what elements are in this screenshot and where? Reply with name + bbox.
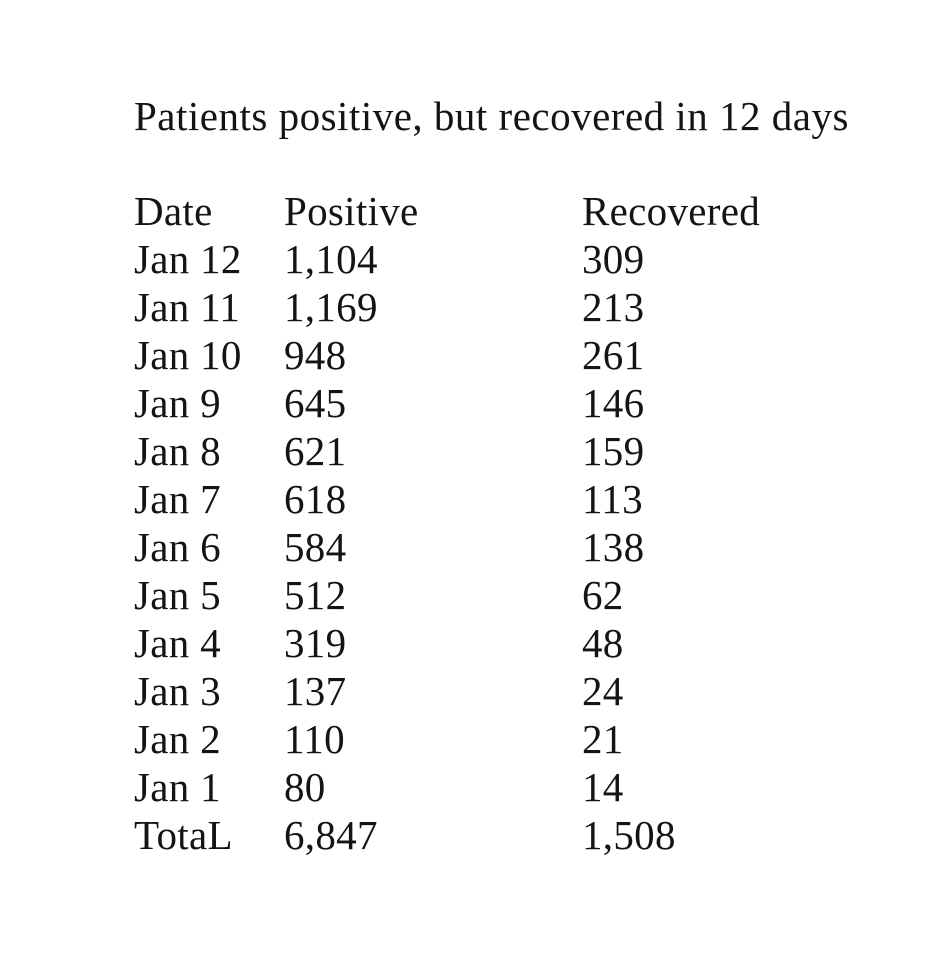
table-row: Jan 3 137 24 — [134, 667, 760, 715]
cell-date: Jan 2 — [134, 716, 221, 762]
cell-date: Jan 10 — [134, 332, 242, 378]
cell-positive: 1,169 — [284, 284, 378, 330]
cell-positive: 512 — [284, 572, 347, 618]
header-positive: Positive — [284, 188, 419, 234]
table-row: Jan 1 80 14 — [134, 763, 760, 811]
page-title: Patients positive, but recovered in 12 d… — [134, 93, 849, 139]
cell-recovered: 146 — [582, 380, 645, 426]
table-row: Jan 2 110 21 — [134, 715, 760, 763]
cell-positive: 621 — [284, 428, 347, 474]
cell-date: Jan 6 — [134, 524, 221, 570]
cell-recovered: 159 — [582, 428, 645, 474]
cell-date: Jan 9 — [134, 380, 221, 426]
table-row: Jan 8 621 159 — [134, 427, 760, 475]
cell-recovered: 48 — [582, 620, 624, 666]
table-row: TotaL 6,847 1,508 — [134, 811, 760, 859]
cell-positive: 1,104 — [284, 236, 378, 282]
cell-recovered: 62 — [582, 572, 624, 618]
table-row: Jan 9 645 146 — [134, 379, 760, 427]
cell-recovered: 309 — [582, 236, 645, 282]
header-recovered: Recovered — [582, 188, 760, 234]
cell-recovered: 261 — [582, 332, 645, 378]
cell-date: Jan 11 — [134, 284, 241, 330]
cell-date: Jan 8 — [134, 428, 221, 474]
cell-positive: 137 — [284, 668, 347, 714]
cell-recovered: 138 — [582, 524, 645, 570]
cell-recovered: 21 — [582, 716, 624, 762]
cell-positive: 618 — [284, 476, 347, 522]
cell-date: Jan 7 — [134, 476, 221, 522]
table-row: Jan 4 319 48 — [134, 619, 760, 667]
cell-positive: 110 — [284, 716, 345, 762]
cell-date: Jan 5 — [134, 572, 221, 618]
cell-recovered: 1,508 — [582, 812, 676, 858]
cell-date: Jan 12 — [134, 236, 242, 282]
patients-table: Date Positive Recovered Jan 12 1,104 309 Ja… — [134, 187, 760, 859]
cell-date: Jan 3 — [134, 668, 221, 714]
table-row: Jan 7 618 113 — [134, 475, 760, 523]
table-row: Jan 12 1,104 309 — [134, 235, 760, 283]
cell-positive: 319 — [284, 620, 347, 666]
cell-positive: 80 — [284, 764, 326, 810]
cell-date: Jan 4 — [134, 620, 221, 666]
table-row: Jan 6 584 138 — [134, 523, 760, 571]
table-row: Jan 10 948 261 — [134, 331, 760, 379]
cell-date: Jan 1 — [134, 764, 221, 810]
cell-recovered: 14 — [582, 764, 624, 810]
cell-recovered: 213 — [582, 284, 645, 330]
cell-positive: 948 — [284, 332, 347, 378]
cell-positive: 6,847 — [284, 812, 378, 858]
cell-positive: 584 — [284, 524, 347, 570]
cell-recovered: 24 — [582, 668, 624, 714]
table-header-row: Date Positive Recovered — [134, 187, 760, 235]
table-row: Jan 5 512 62 — [134, 571, 760, 619]
header-date: Date — [134, 188, 213, 234]
cell-date: TotaL — [134, 812, 233, 858]
cell-recovered: 113 — [582, 476, 643, 522]
table-row: Jan 11 1,169 213 — [134, 283, 760, 331]
table-rows: Jan 12 1,104 309 Jan 11 1,169 213 Jan 10 948 261… — [134, 235, 760, 859]
cell-positive: 645 — [284, 380, 347, 426]
